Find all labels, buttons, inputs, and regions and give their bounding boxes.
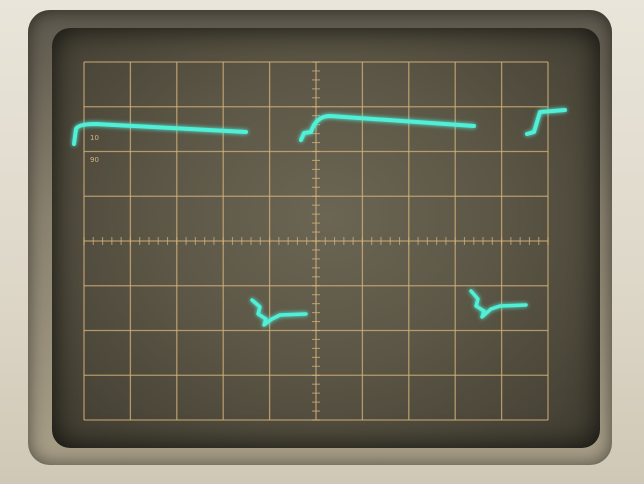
trace-lower-burst-2 [469,289,528,319]
scale-mark-top: 10 [90,134,99,142]
crt-screen [52,28,600,448]
trace-upper-segment-2 [299,114,476,142]
trace-upper-segment-3 [525,108,567,136]
trace-upper-segment-1 [72,122,248,146]
scale-mark-lower: 90 [90,156,99,164]
trace-lower-burst-1 [250,298,308,327]
graticule-center-ticks [83,61,549,421]
